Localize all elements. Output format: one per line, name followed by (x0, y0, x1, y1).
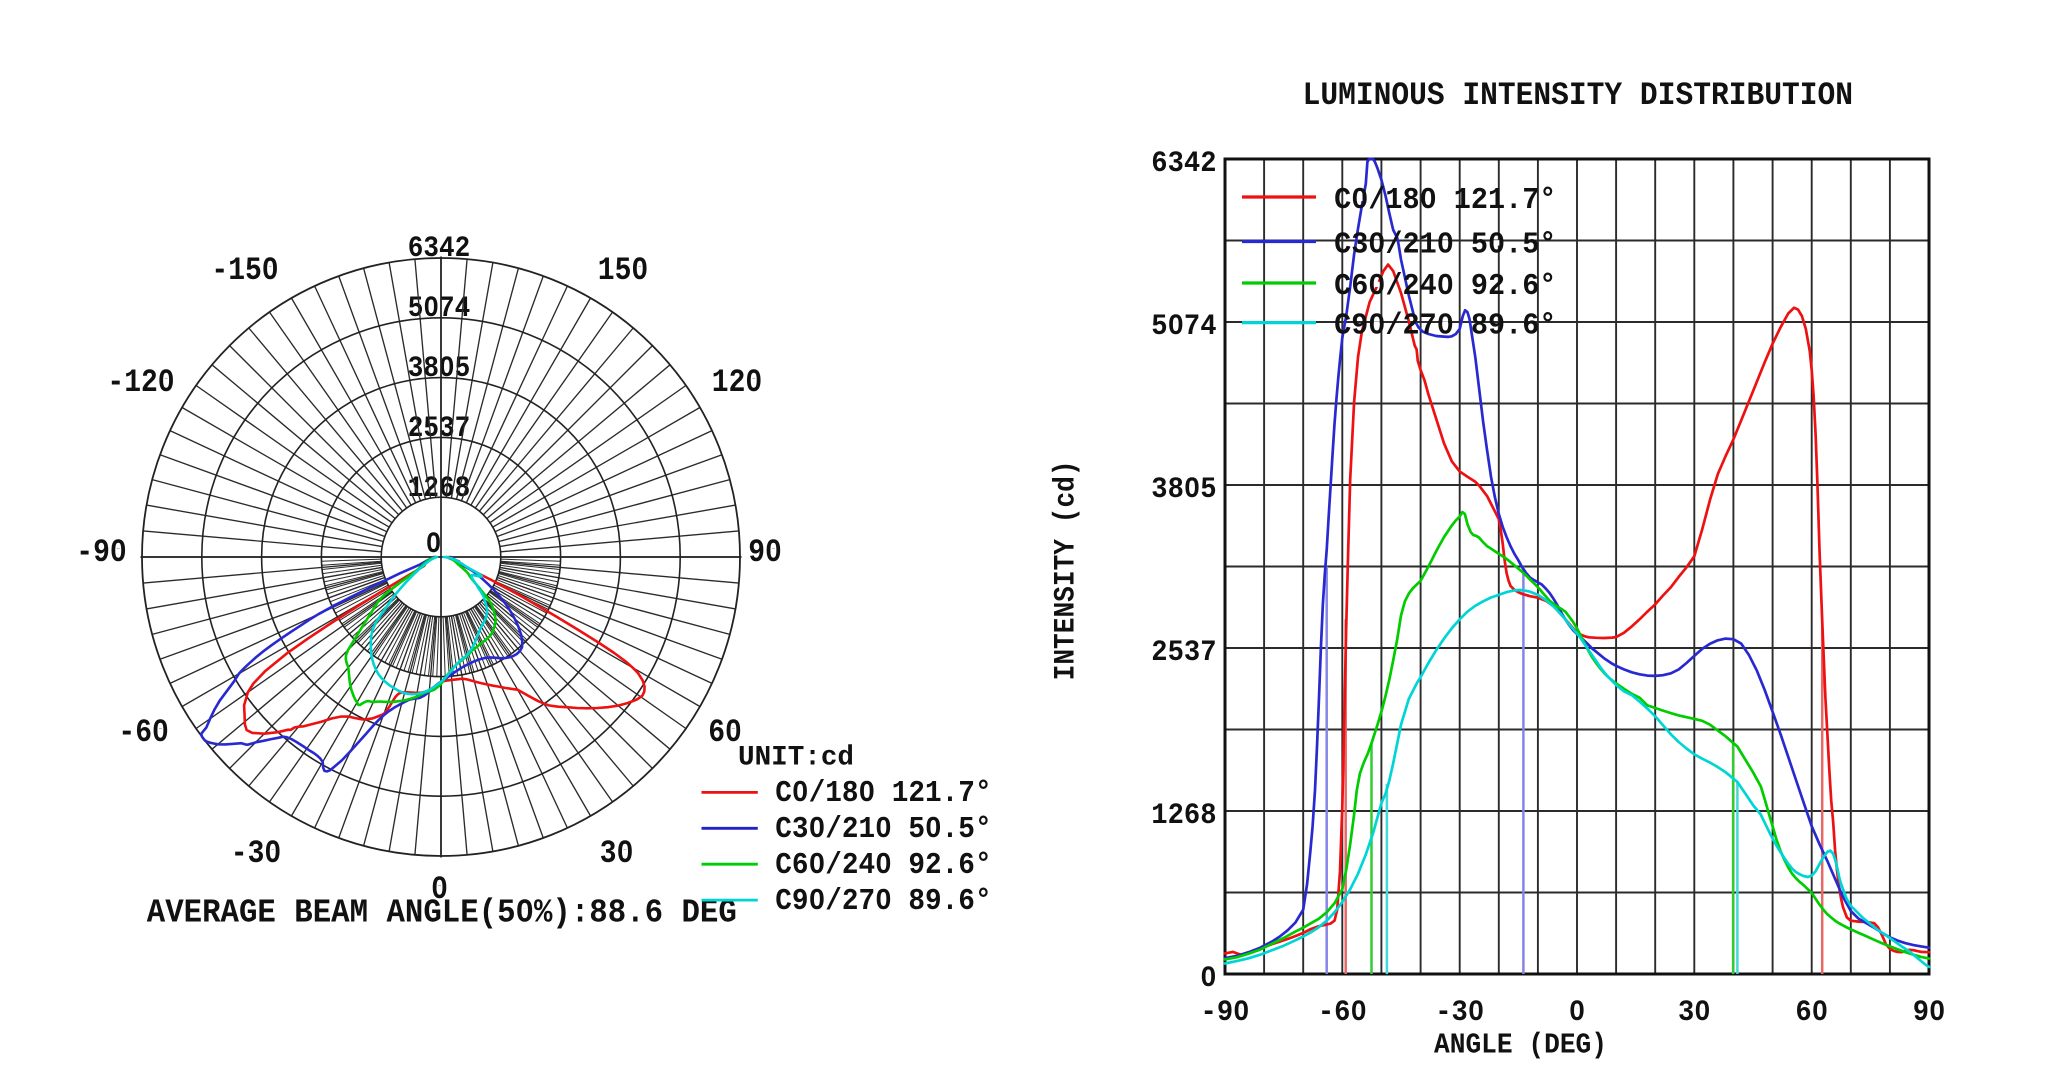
svg-text:60: 60 (708, 714, 742, 751)
svg-text:5074: 5074 (1151, 309, 1216, 343)
svg-text:UNIT:cd: UNIT:cd (738, 742, 854, 773)
svg-text:6342: 6342 (408, 232, 470, 266)
svg-text:90: 90 (748, 534, 782, 571)
svg-text:3805: 3805 (1151, 472, 1216, 506)
svg-text:C0/180 121.7°: C0/180 121.7° (775, 777, 991, 811)
svg-text:LUMINOUS INTENSITY DISTRIBUTIO: LUMINOUS INTENSITY DISTRIBUTION (1303, 77, 1853, 114)
svg-text:2537: 2537 (1151, 635, 1216, 669)
svg-text:C0/180 121.7°: C0/180 121.7° (1334, 183, 1556, 218)
svg-text:30: 30 (1678, 995, 1711, 1029)
svg-text:1268: 1268 (1151, 798, 1216, 832)
svg-text:3805: 3805 (408, 352, 470, 386)
svg-text:5074: 5074 (408, 292, 470, 326)
svg-text:AVERAGE BEAM ANGLE(50%):88.6 D: AVERAGE BEAM ANGLE(50%):88.6 DEG (147, 895, 737, 932)
svg-text:ANGLE (DEG): ANGLE (DEG) (1434, 1028, 1607, 1061)
svg-text:30: 30 (600, 835, 634, 872)
svg-text:60: 60 (1795, 995, 1828, 1029)
svg-text:90: 90 (1913, 995, 1946, 1029)
svg-text:6342: 6342 (1151, 146, 1216, 180)
svg-text:INTENSITY (cd): INTENSITY (cd) (1050, 460, 1084, 680)
